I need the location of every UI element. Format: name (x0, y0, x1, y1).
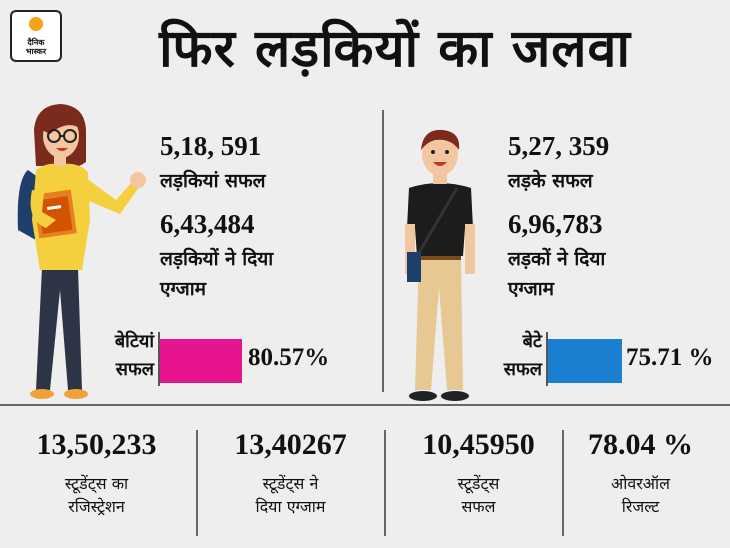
girls-bar-label-line2: सफल (115, 359, 154, 380)
stat-number: 13,40267 (234, 428, 347, 461)
girls-appeared-number: 6,43,484 (160, 209, 255, 239)
girls-passed-label: लड़कियां सफल (160, 170, 266, 192)
stat-label-line2: सफल (461, 497, 496, 516)
boys-success-percent: 75.71 % (626, 344, 714, 371)
stat-divider-2 (384, 430, 386, 536)
girls-bar-label-line1: बेटियां (114, 331, 154, 352)
girls-bar-axis (158, 332, 160, 386)
boys-success-bar (548, 339, 622, 383)
stat-appeared: 13,40267 स्टूडेंट्स ने दिया एग्जाम (198, 428, 383, 518)
boys-passed-label: लड़के सफल (508, 170, 593, 192)
stat-label-line2: दिया एग्जाम (255, 497, 326, 516)
girls-appeared-label-line1: लड़कियों ने दिया (160, 248, 274, 270)
stat-overall-result: 78.04 % ओवरऑल रिजल्ट (548, 428, 730, 518)
horizontal-divider (0, 404, 730, 406)
boy-student-illustration (405, 129, 475, 401)
stat-label-line1: स्टूडेंट्स (457, 474, 500, 493)
stat-number: 10,45950 (422, 428, 535, 461)
boys-appeared-number: 6,96,783 (508, 209, 603, 239)
girl-student-illustration (17, 104, 146, 399)
dainik-bhaskar-logo: दैनिक भास्कर (10, 10, 62, 62)
stat-passed: 10,45950 स्टूडेंट्स सफल (386, 428, 571, 518)
boys-appeared-label-line2: एग्जाम (508, 278, 555, 300)
boys-appeared-label-line1: लड़कों ने दिया (508, 248, 606, 270)
stat-divider-1 (196, 430, 198, 536)
stat-label-line1: स्टूडेंट्स ने (262, 474, 319, 493)
boys-bar-label-line1: बेटे (522, 331, 542, 352)
girls-appeared-label-line2: एग्जाम (160, 278, 207, 300)
page-title: फिर लड़कियों का जलवा (159, 19, 631, 79)
boys-bar-label-line2: सफल (503, 359, 542, 380)
girls-success-bar (160, 339, 242, 383)
sun-icon (29, 17, 43, 31)
stat-number: 13,50,233 (36, 428, 157, 461)
boys-bar-axis (546, 332, 548, 386)
girls-passed-number: 5,18, 591 (160, 131, 262, 161)
boys-passed-number: 5,27, 359 (508, 131, 610, 161)
stat-divider-3 (562, 430, 564, 536)
girls-success-percent: 80.57% (248, 344, 330, 371)
logo-text-line2: भास्कर (25, 47, 47, 56)
stat-registered: 13,50,233 स्टूडेंट्स का रजिस्ट्रेशन (4, 428, 189, 518)
stat-label-line1: स्टूडेंट्स का (64, 474, 129, 493)
stat-label-line1: ओवरऑल (610, 474, 671, 493)
center-divider (382, 110, 384, 392)
stat-number: 78.04 % (588, 428, 693, 461)
logo-text-line1: दैनिक (27, 38, 45, 47)
stat-label-line2: रजिस्ट्रेशन (68, 497, 125, 516)
stat-label-line2: रिजल्ट (621, 497, 660, 516)
